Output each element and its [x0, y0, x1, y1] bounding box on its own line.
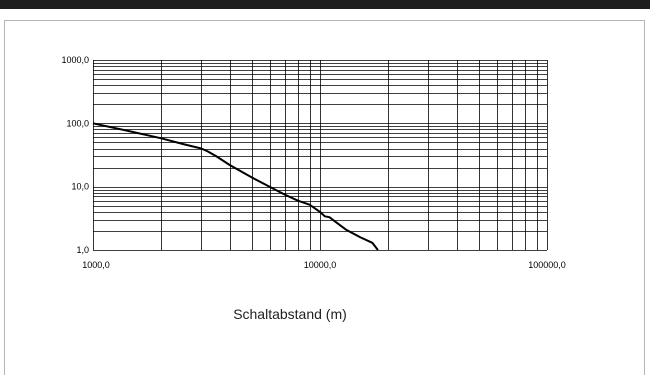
x-tick-labels: 1000,0 10000,0 100000,0 [82, 260, 566, 270]
y-tick-labels: 1000,0 100,0 10,0 1,0 [61, 55, 89, 255]
x-tick-label: 10000,0 [304, 260, 337, 270]
top-rule [0, 0, 650, 9]
series-line [92, 122, 379, 251]
data-series [92, 122, 379, 251]
chart-frame [4, 20, 645, 375]
x-axis-label: Schaltabstand (m) [233, 306, 347, 322]
x-tick-label: 1000,0 [82, 260, 110, 270]
x-tick-label: 100000,0 [528, 260, 566, 270]
y-tick-label: 1000,0 [61, 55, 89, 65]
y-tick-label: 10,0 [71, 182, 89, 192]
y-tick-label: 100,0 [66, 118, 89, 128]
horizontal-gridlines [93, 60, 547, 251]
y-tick-label: 1,0 [76, 245, 89, 255]
vertical-gridlines [93, 60, 548, 250]
